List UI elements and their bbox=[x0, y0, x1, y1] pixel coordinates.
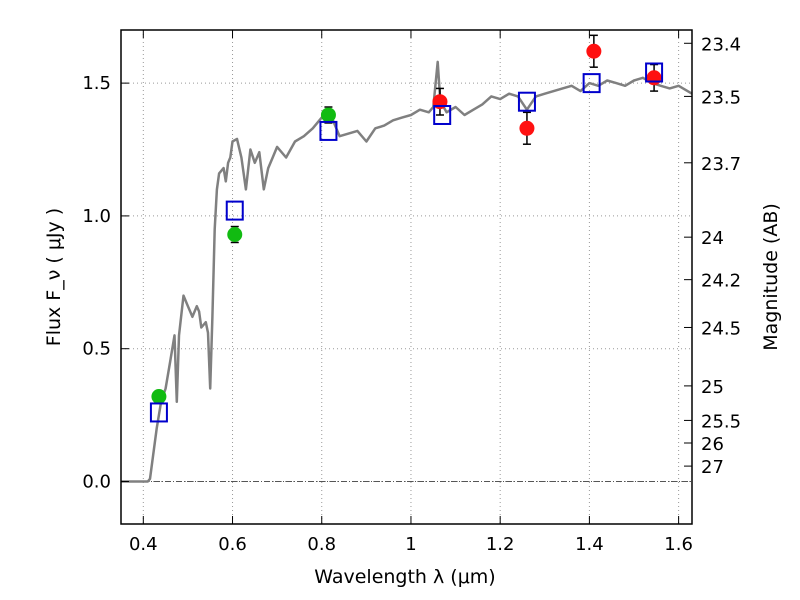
y-tick-label: 0.5 bbox=[82, 339, 111, 360]
photometry-points bbox=[149, 34, 664, 423]
model-band-flux-box bbox=[517, 91, 536, 112]
model-spectrum bbox=[121, 60, 693, 483]
x-tick-label: 1.6 bbox=[664, 534, 693, 555]
x-tick-label: 0.6 bbox=[218, 534, 247, 555]
model-band-flux-box bbox=[582, 73, 601, 94]
y-tick-label: 0.0 bbox=[82, 472, 111, 493]
x-tick-label: 1 bbox=[405, 534, 416, 555]
plot-frame bbox=[120, 29, 693, 525]
y-axis-label: Flux F_ν ( μJy ) bbox=[43, 208, 65, 346]
y2-tick-label: 24.5 bbox=[701, 318, 741, 339]
y2-axis-label: Magnitude (AB) bbox=[760, 203, 782, 351]
model-band-flux-box bbox=[319, 120, 338, 141]
y2-tick-label: 23.7 bbox=[701, 154, 741, 175]
model-band-flux-box bbox=[225, 200, 244, 221]
red-data-point bbox=[586, 43, 602, 59]
tick-marks: 0.4 0.6 0.8 1 1.2 1.4 1.6 0.0 0.5 1.0 1.5 23.4 23.5 2… bbox=[82, 30, 741, 555]
y2-tick-label: 26 bbox=[701, 434, 724, 455]
x-tick-label: 1.4 bbox=[575, 534, 604, 555]
y2-tick-label: 23.5 bbox=[701, 87, 741, 108]
model-band-flux-box bbox=[433, 104, 452, 125]
y2-tick-label: 25.5 bbox=[701, 411, 741, 432]
red-data-point bbox=[519, 120, 535, 136]
model-spectrum-line bbox=[121, 60, 693, 483]
axes-frame bbox=[120, 29, 693, 525]
grid-lines bbox=[121, 30, 692, 524]
y2-tick-label: 23.4 bbox=[701, 34, 741, 55]
green-data-point bbox=[227, 227, 243, 243]
y2-tick-label: 24.2 bbox=[701, 271, 741, 292]
y2-tick-label: 27 bbox=[701, 457, 724, 478]
model-band-flux-box bbox=[645, 62, 664, 83]
green-data-point bbox=[151, 389, 167, 405]
x-axis-label: Wavelength λ (μm) bbox=[314, 566, 495, 588]
red-data-point bbox=[646, 70, 662, 86]
model-band-flux-box bbox=[149, 402, 168, 423]
x-tick-label: 0.4 bbox=[129, 534, 158, 555]
y2-tick-label: 24 bbox=[701, 228, 724, 249]
x-tick-label: 0.8 bbox=[307, 534, 336, 555]
green-data-point bbox=[320, 107, 336, 123]
x-tick-label: 1.2 bbox=[486, 534, 515, 555]
y2-tick-label: 25 bbox=[701, 377, 724, 398]
y-tick-label: 1.5 bbox=[82, 73, 111, 94]
y-tick-label: 1.0 bbox=[82, 206, 111, 227]
